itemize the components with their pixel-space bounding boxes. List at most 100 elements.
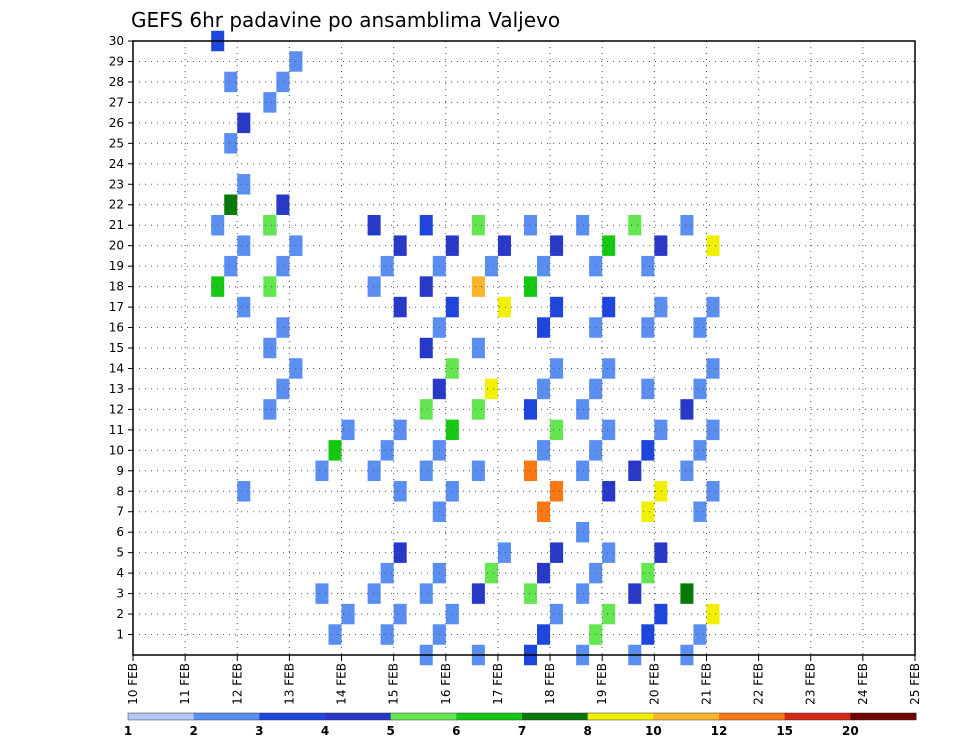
x-tick-label: 23 FEB: [804, 663, 818, 705]
colorbar-label: 2: [189, 724, 197, 738]
precip-cell: [315, 460, 329, 482]
precip-cell: [641, 440, 655, 461]
precip-cell: [419, 214, 433, 236]
y-tick-label: 4: [116, 566, 124, 580]
y-tick-label: 15: [109, 341, 124, 355]
colorbar-label: 1: [124, 724, 132, 738]
precip-cell: [576, 399, 590, 420]
x-tick-label: 14 FEB: [335, 663, 349, 705]
precip-cell: [693, 317, 707, 338]
precip-cell: [693, 501, 707, 522]
y-tick-label: 19: [109, 259, 124, 273]
precip-cell: [224, 71, 238, 93]
precip-cell: [550, 603, 564, 625]
precip-cell: [524, 460, 538, 482]
precip-cell: [471, 337, 485, 359]
precip-cell: [341, 419, 355, 441]
precip-cell: [471, 214, 485, 236]
colorbar-swatch: [719, 713, 786, 720]
y-tick-label: 24: [109, 157, 124, 171]
precip-cell: [484, 562, 498, 584]
precip-cell: [445, 419, 459, 441]
precip-cell: [628, 583, 642, 604]
precip-cell: [654, 603, 668, 625]
precip-cell: [537, 440, 551, 461]
precip-cell: [680, 399, 694, 420]
precip-cell: [380, 440, 394, 461]
precip-cell: [641, 317, 655, 338]
precip-cell: [693, 440, 707, 461]
x-axis: 10 FEB 11 FEB 12 FEB 13 FEB 14 FEB 15 FEB 16 F…: [126, 655, 922, 705]
precip-cell: [237, 174, 251, 195]
y-tick-label: 5: [116, 546, 124, 560]
precip-cell: [497, 235, 511, 256]
precip-cell: [419, 276, 433, 297]
y-axis: 1234567891011121314151617181920212223242…: [109, 34, 133, 642]
y-tick-label: 23: [109, 177, 124, 191]
precip-cell: [537, 624, 551, 645]
colorbar-label: 7: [518, 724, 526, 738]
y-tick-label: 21: [109, 218, 124, 232]
precip-cell: [654, 542, 668, 563]
precip-cell: [445, 603, 459, 625]
precip-cell: [524, 276, 538, 297]
y-tick-label: 11: [109, 423, 124, 437]
precip-cell: [393, 419, 407, 441]
precip-cell: [367, 460, 381, 482]
precip-cell: [550, 419, 564, 441]
colorbar: 1 2 3 4 5 6 7 8 10 12 15 20: [124, 712, 917, 738]
y-tick-label: 26: [109, 116, 124, 130]
precip-cell: [628, 460, 642, 482]
colorbar-label: 4: [321, 724, 329, 738]
x-tick-label: 17 FEB: [491, 663, 505, 705]
precip-cell: [706, 358, 720, 379]
precip-cell: [524, 214, 538, 236]
precip-cell: [654, 481, 668, 502]
precip-cell: [419, 399, 433, 420]
y-tick-label: 9: [116, 464, 124, 478]
precip-cell: [445, 481, 459, 502]
precip-cell: [393, 235, 407, 256]
y-tick-label: 20: [109, 239, 124, 253]
precip-cell: [693, 378, 707, 400]
precip-cell: [380, 624, 394, 645]
precip-cell: [380, 255, 394, 277]
precip-cell: [654, 235, 668, 256]
precip-cell: [537, 255, 551, 277]
precip-cell: [419, 460, 433, 482]
precip-cell: [654, 419, 668, 441]
precip-cell: [315, 583, 329, 604]
y-tick-label: 10: [109, 443, 124, 457]
precip-cell: [602, 296, 616, 318]
precip-cell: [602, 235, 616, 256]
precip-cell: [393, 542, 407, 563]
precip-cell: [380, 562, 394, 584]
precip-cell: [237, 481, 251, 502]
precip-cell: [524, 399, 538, 420]
precip-cell: [576, 521, 590, 543]
x-tick-label: 12 FEB: [230, 663, 244, 705]
precip-cell: [224, 133, 238, 154]
y-tick-label: 7: [116, 505, 124, 519]
colorbar-swatch: [587, 713, 654, 720]
precip-cell: [537, 378, 551, 400]
y-tick-label: 22: [109, 198, 124, 212]
precip-cell: [263, 92, 277, 113]
chart-title: GEFS 6hr padavine po ansamblima Valjevo: [131, 8, 560, 32]
precip-cell: [628, 214, 642, 236]
precip-cell: [497, 542, 511, 563]
colorbar-label: 10: [645, 724, 662, 738]
x-tick-label: 11 FEB: [178, 663, 192, 705]
y-tick-label: 14: [109, 361, 124, 375]
y-tick-label: 6: [116, 525, 124, 539]
precip-cell: [276, 194, 290, 215]
precip-cell: [224, 255, 238, 277]
precip-cell: [328, 440, 342, 461]
y-tick-label: 1: [116, 628, 124, 642]
y-tick-label: 30: [109, 34, 124, 48]
precip-cell: [393, 296, 407, 318]
precip-cell: [237, 235, 251, 256]
precip-cell: [237, 112, 251, 134]
precip-cell: [419, 583, 433, 604]
precip-cell: [537, 317, 551, 338]
